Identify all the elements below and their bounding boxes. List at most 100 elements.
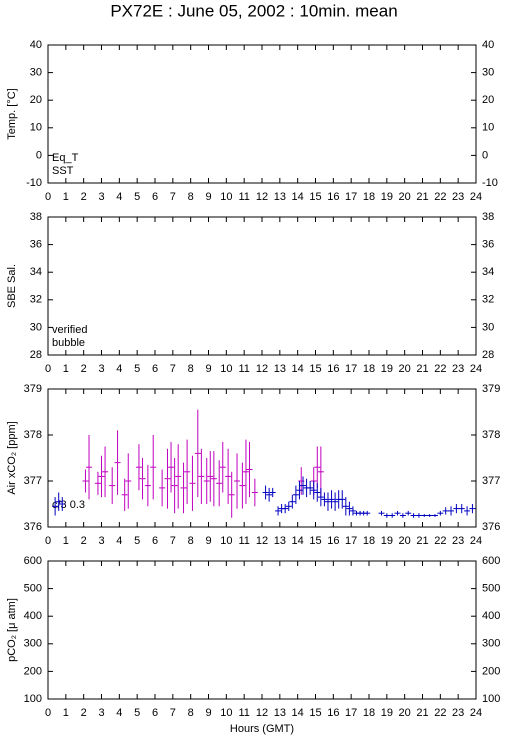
y-tick-label: 600 bbox=[482, 555, 500, 567]
x-tick-label: 1 bbox=[63, 535, 69, 547]
y-tick-label: 38 bbox=[482, 211, 494, 223]
x-tick-label: 0 bbox=[45, 191, 51, 203]
x-tick-label: 14 bbox=[292, 191, 304, 203]
plot-frame bbox=[47, 560, 477, 700]
x-tick-label: 8 bbox=[188, 535, 194, 547]
y-tick-label: -10 bbox=[26, 177, 42, 189]
x-tick-label: 13 bbox=[274, 707, 286, 719]
y-tick-label: 0 bbox=[36, 149, 42, 161]
x-tick-label: 3 bbox=[98, 191, 104, 203]
x-tick-label: 18 bbox=[363, 707, 375, 719]
y-tick-label: 379 bbox=[24, 383, 42, 395]
x-tick-label: 0 bbox=[45, 535, 51, 547]
x-tick-label: 8 bbox=[188, 363, 194, 375]
x-tick-label: 18 bbox=[363, 535, 375, 547]
y-tick-label: 20 bbox=[482, 94, 494, 106]
x-tick-label: 2 bbox=[81, 535, 87, 547]
x-tick-label: 24 bbox=[470, 535, 482, 547]
x-tick-label: 23 bbox=[452, 363, 464, 375]
y-tick-label: 28 bbox=[30, 349, 42, 361]
x-tick-label: 1 bbox=[63, 707, 69, 719]
x-tick-label: 21 bbox=[416, 535, 428, 547]
x-tick-label: 4 bbox=[116, 535, 122, 547]
y-tick-label: 378 bbox=[24, 429, 42, 441]
x-tick-label: 13 bbox=[274, 363, 286, 375]
y-tick-label: 30 bbox=[30, 67, 42, 79]
x-tick-label: 16 bbox=[327, 363, 339, 375]
y-tick-label: 378 bbox=[482, 429, 500, 441]
y-tick-label: 0 bbox=[482, 149, 488, 161]
x-tick-label: 4 bbox=[116, 707, 122, 719]
x-tick-label: 18 bbox=[363, 363, 375, 375]
y-tick-label: 10 bbox=[30, 122, 42, 134]
x-tick-label: 5 bbox=[134, 363, 140, 375]
y-tick-label: 200 bbox=[24, 665, 42, 677]
y-axis-label: pCO₂ [μ atm] bbox=[6, 598, 18, 662]
legend-entry: SST bbox=[52, 165, 74, 177]
x-tick-label: 7 bbox=[170, 191, 176, 203]
x-tick-label: 5 bbox=[134, 535, 140, 547]
y-tick-label: 300 bbox=[482, 638, 500, 650]
x-tick-label: 22 bbox=[434, 191, 446, 203]
x-tick-label: 13 bbox=[274, 191, 286, 203]
x-tick-label: 2 bbox=[81, 363, 87, 375]
y-axis-label: SBE Sal. bbox=[6, 264, 18, 308]
x-tick-label: 19 bbox=[381, 707, 393, 719]
x-tick-label: 9 bbox=[205, 363, 211, 375]
y-tick-label: 34 bbox=[30, 266, 42, 278]
x-tick-label: 7 bbox=[170, 707, 176, 719]
x-tick-label: 20 bbox=[399, 535, 411, 547]
x-tick-label: 15 bbox=[309, 363, 321, 375]
y-tick-label: 30 bbox=[482, 321, 494, 333]
x-tick-label: 8 bbox=[188, 191, 194, 203]
x-tick-label: 13 bbox=[274, 535, 286, 547]
x-tick-label: 17 bbox=[345, 191, 357, 203]
x-tick-label: 8 bbox=[188, 707, 194, 719]
chart-title: PX72E : June 05, 2002 : 10min. mean bbox=[110, 1, 397, 20]
x-tick-label: 18 bbox=[363, 191, 375, 203]
x-tick-label: 12 bbox=[256, 191, 268, 203]
x-tick-label: 10 bbox=[220, 707, 232, 719]
x-tick-label: 9 bbox=[205, 707, 211, 719]
x-tick-label: 16 bbox=[327, 191, 339, 203]
x-tick-label: 24 bbox=[470, 707, 482, 719]
y-tick-label: 36 bbox=[30, 239, 42, 251]
x-tick-label: 6 bbox=[152, 707, 158, 719]
x-tick-label: 5 bbox=[134, 191, 140, 203]
y-tick-label: 400 bbox=[24, 610, 42, 622]
legend-entry: Eq_T bbox=[52, 152, 79, 164]
x-tick-label: 3 bbox=[98, 363, 104, 375]
x-tick-label: 21 bbox=[416, 707, 428, 719]
y-tick-label: 20 bbox=[30, 94, 42, 106]
x-tick-label: 10 bbox=[220, 535, 232, 547]
y-axis-label: Air xCO₂ [ppm] bbox=[6, 421, 18, 494]
x-tick-label: 17 bbox=[345, 363, 357, 375]
x-tick-label: 19 bbox=[381, 363, 393, 375]
legend-entry: bubble bbox=[52, 337, 85, 349]
y-tick-label: 400 bbox=[482, 610, 500, 622]
y-tick-label: 376 bbox=[482, 521, 500, 533]
y-tick-label: 300 bbox=[24, 638, 42, 650]
x-tick-label: 23 bbox=[452, 535, 464, 547]
x-tick-label: 15 bbox=[309, 707, 321, 719]
x-tick-label: 11 bbox=[238, 707, 249, 719]
x-tick-label: 3 bbox=[98, 535, 104, 547]
y-tick-label: 100 bbox=[24, 693, 42, 705]
x-tick-label: 19 bbox=[381, 191, 393, 203]
y-tick-label: 600 bbox=[24, 555, 42, 567]
y-tick-label: 30 bbox=[482, 67, 494, 79]
x-tick-label: 6 bbox=[152, 363, 158, 375]
y-tick-label: 377 bbox=[24, 475, 42, 487]
x-tick-label: 14 bbox=[292, 363, 304, 375]
x-tick-label: 19 bbox=[381, 535, 393, 547]
x-tick-label: 24 bbox=[470, 191, 482, 203]
x-tick-label: 12 bbox=[256, 363, 268, 375]
y-tick-label: 40 bbox=[30, 39, 42, 51]
x-tick-label: 10 bbox=[220, 363, 232, 375]
y-tick-label: 30 bbox=[30, 321, 42, 333]
x-tick-label: 11 bbox=[238, 535, 249, 547]
plot-frame bbox=[47, 44, 477, 184]
plot-frame bbox=[47, 216, 477, 356]
